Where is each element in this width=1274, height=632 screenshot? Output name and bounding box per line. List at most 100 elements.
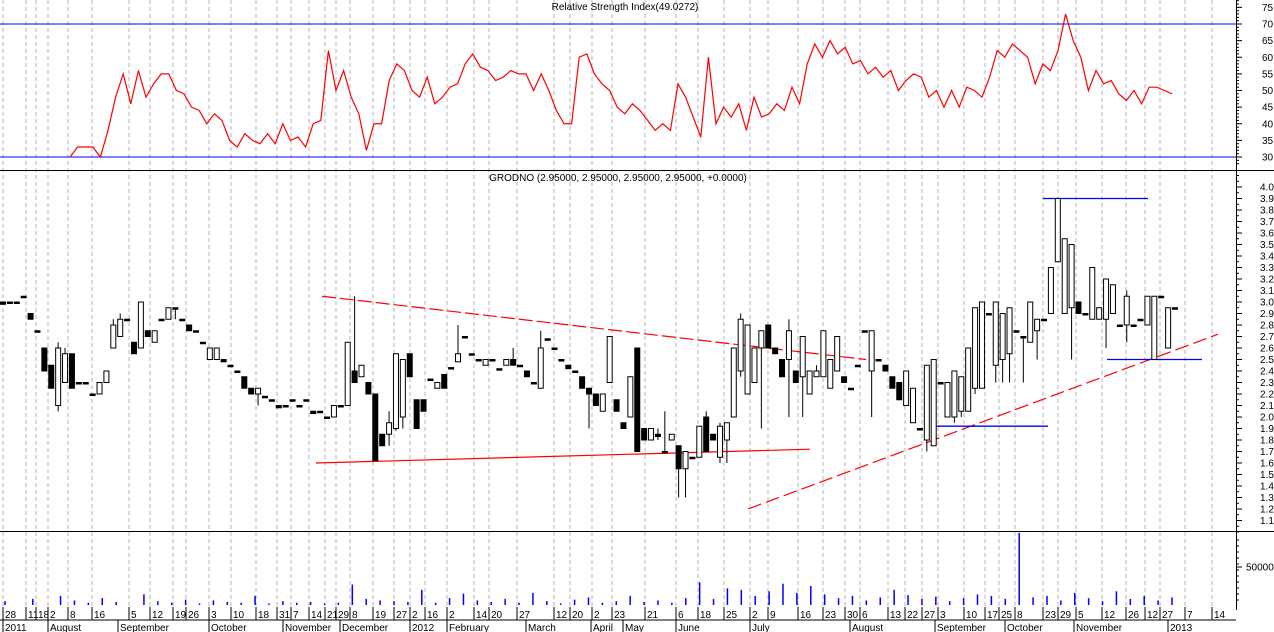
candle-body [820,330,827,378]
day-label: 12 [1104,610,1116,621]
candle-body [923,364,930,441]
candle-body [441,373,448,389]
rsi-tick-label: 35 [1262,136,1274,147]
candle-body [1054,198,1061,263]
candle-body [172,307,179,310]
day-label: 6 [862,610,868,621]
price-tick-label: 2.0 [1260,413,1274,424]
candle-body [951,370,958,418]
candle-body [847,387,854,391]
candle-body [6,301,13,304]
price-tick-label: 2.3 [1260,378,1274,389]
month-label: November [1076,623,1123,632]
candle-body [82,382,89,385]
price-tick-label: 1.1 [1260,516,1274,527]
month-label: October [211,623,247,632]
month-label: 2011 [5,623,27,632]
candle-body [1075,301,1082,314]
day-label: 16 [94,610,106,621]
price-tick-label: 3.6 [1260,229,1274,240]
candle-body [944,382,951,418]
candle-body [1047,267,1054,314]
day-label: 12 [152,610,164,621]
candle-body [785,330,792,360]
candle-body [730,347,737,418]
day-label: 23 [1045,610,1057,621]
candle-body [517,364,524,368]
month-label: 2012 [412,623,435,632]
candle-body [55,347,62,406]
candle-body [137,301,144,349]
price-tick-label: 3.5 [1260,240,1274,251]
candle-body [379,433,386,447]
candle-body [406,353,413,378]
candle-body [220,359,227,363]
candle-body [903,370,910,406]
candle-body [1061,238,1068,314]
candle-body [882,364,889,372]
day-label: 3 [211,610,217,621]
candle-body [475,359,482,362]
price-tick-label: 3.3 [1260,263,1274,274]
candle-body [510,359,517,366]
candle-body [151,330,158,343]
candle-body [489,359,496,362]
rsi-tick-label: 75 [1262,3,1274,14]
price-tick-label: 3.8 [1260,206,1274,217]
candle-body [1006,307,1013,355]
candle-body [627,376,634,418]
candle-body [482,359,489,366]
day-label: 17 [987,610,999,621]
price-panel [0,197,1219,510]
day-label: 7 [293,610,299,621]
day-label: 9 [770,610,776,621]
price-tick-label: 1.6 [1260,459,1274,470]
candle-body [420,399,427,412]
day-label: 18 [38,610,50,621]
candle-body [910,387,917,424]
day-label: 31 [279,610,291,621]
candle-body [1137,318,1144,322]
day-label: 8 [70,610,76,621]
candle-body [813,370,820,378]
candle-body [779,359,786,378]
candle-body [13,301,20,304]
day-label: 29 [338,610,350,621]
candle-body [96,382,103,395]
candle-body [634,347,641,452]
candle-body [1165,307,1172,349]
candle-body [365,382,372,395]
day-label: 27 [924,610,936,621]
day-label: 7 [1187,610,1193,621]
candle-body [958,376,965,412]
candle-body [978,301,985,389]
month-label: August [50,623,81,632]
rsi-tick-label: 45 [1262,103,1274,114]
candle-body [399,359,406,418]
candle-body [889,376,896,389]
candle-body [0,301,6,305]
day-label: 14 [311,610,323,621]
day-label: 5 [1078,610,1084,621]
candle-body [468,353,475,356]
price-tick-label: 1.5 [1260,470,1274,481]
candle-body [1123,295,1130,326]
candle-body [434,382,441,389]
month-label: December [342,623,389,632]
candle-body [158,318,165,322]
candle-body [586,387,592,395]
candle-body [496,368,503,371]
candle-body [841,376,848,383]
candle-body [68,353,75,389]
rsi-panel [0,13,1236,159]
time-axis[interactable]: 28 11 18 2 8 16 5 12 19 26 3 10 18 31 7 14 21 29 8 19 27 2 16 2… [0,607,1236,632]
volume-panel [4,532,1173,605]
candle-body [875,359,882,362]
candle-body [599,393,606,412]
candle-body [117,318,124,337]
candle-body [1103,278,1110,320]
rsi-tick-label: 65 [1262,36,1274,47]
candle-body [668,433,675,441]
day-label: 20 [491,610,503,621]
candle-body [854,364,861,368]
